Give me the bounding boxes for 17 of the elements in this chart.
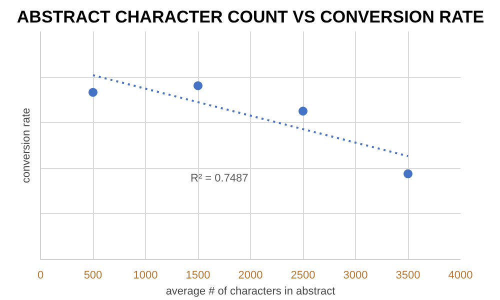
x-tick-label: 2000 xyxy=(238,270,263,282)
x-tick-label: 2500 xyxy=(290,270,316,282)
point xyxy=(88,88,98,97)
y-axis-title: conversion rate xyxy=(20,108,32,184)
x-tick-label: 1000 xyxy=(133,270,158,282)
x-axis-title: average # of characters in abstract xyxy=(166,286,336,298)
x-tick-label: 1500 xyxy=(186,270,210,282)
point xyxy=(194,81,202,90)
annotation: R² = 0.7487 xyxy=(190,172,248,184)
x-tick-label: 500 xyxy=(84,270,102,282)
x-tick-label: 3000 xyxy=(343,270,368,282)
x-tick-label: 0 xyxy=(37,270,44,282)
x-tick-label: 4000 xyxy=(448,270,473,282)
point xyxy=(404,169,412,178)
x-tick-label: 3500 xyxy=(396,270,420,282)
chart-title: ABSTRACT CHARACTER COUNT VS CONVERSION RATE xyxy=(16,8,484,26)
point xyxy=(298,106,308,116)
